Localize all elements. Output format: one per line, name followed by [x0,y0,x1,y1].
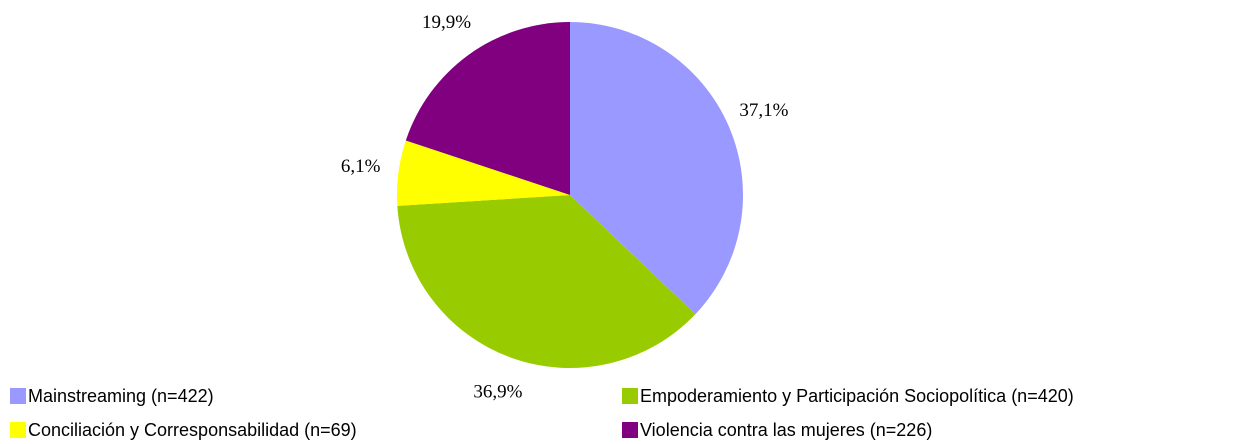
data-label: 6,1% [341,156,381,177]
legend-swatch [10,422,26,438]
legend-swatch [622,388,638,404]
pie-slice [397,140,570,206]
data-label: 37,1% [739,100,788,121]
legend-label: Violencia contra las mujeres (n=226) [640,420,932,440]
data-label: 36,9% [473,382,522,403]
pie-slice [397,195,696,368]
legend-swatch [10,388,26,404]
pie-slice [570,22,743,315]
pie-slice [405,22,570,195]
data-label: 19,9% [422,12,471,33]
legend-label: Conciliación y Corresponsabilidad (n=69) [28,420,357,440]
legend-label: Empoderamiento y Participación Sociopolí… [640,386,1074,406]
legend-swatch [622,422,638,438]
legend-label: Mainstreaming (n=422) [28,386,214,406]
